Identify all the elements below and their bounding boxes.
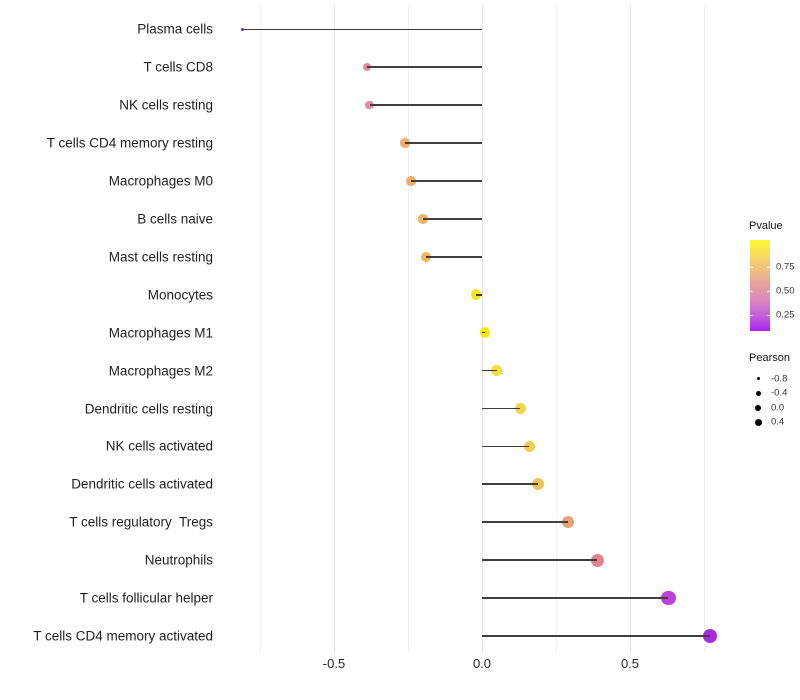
size-legend-label: 0.0 [771, 402, 785, 414]
category-label: Macrophages M2 [108, 363, 213, 379]
pvalue-legend-title: Pvalue [749, 220, 783, 232]
colorbar-tick [767, 315, 770, 316]
size-legend-label: 0.4 [771, 416, 785, 428]
colorbar-tick [767, 291, 770, 292]
size-legend-label: -0.4 [771, 387, 788, 399]
category-label: T cells regulatory Tregs [69, 514, 213, 530]
lollipop-dot [406, 176, 416, 186]
size-legend-dot [755, 390, 761, 396]
lollipop-dot [470, 289, 482, 301]
x-tick-label: 0.5 [620, 656, 640, 671]
lollipop-stem [482, 445, 530, 448]
category-label: B cells naive [137, 211, 213, 227]
lollipop-stem [482, 521, 568, 524]
x-tick-label: -0.5 [322, 656, 346, 671]
lollipop-stem [482, 559, 598, 562]
size-legend-label: -0.8 [771, 373, 788, 384]
minor-gridline [555, 5, 557, 653]
lollipop-dot [702, 628, 718, 644]
lollipop-dot [418, 214, 428, 224]
lollipop-dot [479, 327, 491, 339]
category-label: Dendritic cells activated [71, 476, 213, 492]
colorbar-tick [750, 315, 753, 316]
category-label: T cells follicular helper [79, 590, 213, 606]
lollipop-stem [482, 407, 521, 410]
colorbar-tick-label: 0.25 [776, 309, 795, 321]
category-label: T cells CD4 memory resting [46, 135, 213, 151]
size-legend-dot [756, 377, 760, 380]
minor-gridline [259, 5, 261, 653]
minor-gridline [703, 5, 705, 653]
lollipop-stem [482, 597, 669, 600]
lollipop-stem [482, 369, 497, 372]
category-label: Dendritic cells resting [84, 401, 213, 416]
lollipop-stem [425, 255, 482, 258]
colorbar-tick-label: 0.50 [776, 285, 795, 297]
category-label: NK cells activated [105, 438, 213, 454]
lollipop-stem [482, 634, 710, 638]
lollipop-stem [476, 293, 482, 296]
lollipop-stem [422, 218, 482, 220]
minor-gridline [407, 5, 409, 653]
colorbar-tick [767, 267, 770, 268]
category-label: Neutrophils [144, 552, 213, 568]
major-gridline [629, 5, 631, 653]
lollipop-dot [240, 27, 244, 31]
size-legend-dot [755, 404, 761, 411]
colorbar-tick [750, 291, 753, 292]
lollipop-stem [482, 483, 539, 486]
major-gridline [333, 5, 335, 653]
category-label: NK cells resting [119, 97, 213, 113]
lollipop-stem [366, 66, 482, 68]
category-label: Plasma cells [137, 21, 213, 37]
category-label: Macrophages M1 [108, 325, 213, 341]
category-label: Mast cells resting [108, 249, 213, 265]
lollipop-dot [514, 402, 527, 415]
lollipop-stem [369, 104, 482, 106]
category-label: Monocytes [147, 287, 213, 303]
pvalue-colorbar [750, 240, 770, 331]
category-label: Macrophages M0 [108, 173, 213, 189]
category-label: T cells CD8 [143, 59, 213, 75]
lollipop-dot [365, 100, 374, 110]
lollipop-stem [242, 28, 482, 30]
category-label: T cells CD4 memory activated [33, 628, 213, 644]
lollipop-dot [561, 516, 575, 529]
lollipop-dot [661, 591, 676, 606]
x-tick-label: 0.0 [472, 656, 492, 671]
pearson-legend-title: Pearson [749, 352, 790, 364]
colorbar-tick-label: 0.75 [776, 261, 795, 273]
lollipop-stem [405, 142, 482, 144]
lollipop-stem [482, 331, 485, 334]
size-legend-dot [754, 418, 762, 426]
colorbar-tick [750, 267, 753, 268]
lollipop-stem [410, 180, 482, 182]
